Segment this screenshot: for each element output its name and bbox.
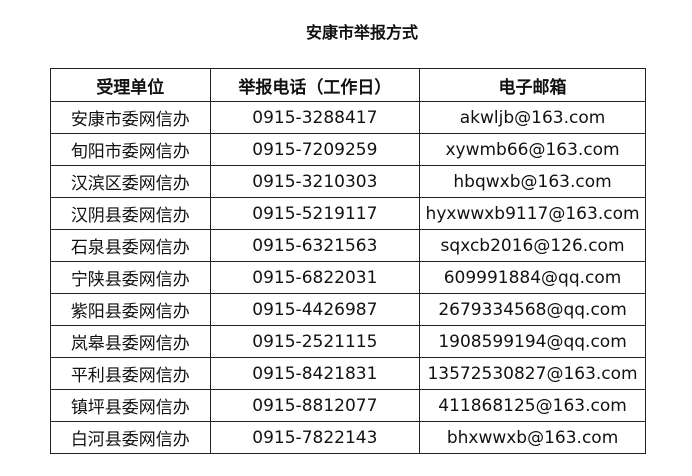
unit-cell: 宁陕县委网信办 <box>50 261 211 294</box>
email-cell: 13572530827@163.com <box>419 357 646 390</box>
table-row: 石泉县委网信办 0915-6321563 sqxcb2016@126.com <box>50 229 646 262</box>
email-cell: xywmb66@163.com <box>419 133 646 166</box>
unit-cell: 旬阳市委网信办 <box>50 133 211 166</box>
unit-cell: 镇坪县委网信办 <box>50 389 211 422</box>
table-row: 白河县委网信办 0915-7822143 bhxwwxb@163.com <box>50 421 646 454</box>
email-cell: bhxwwxb@163.com <box>419 421 646 454</box>
table-header-row: 受理单位 举报电话（工作日） 电子邮箱 <box>50 68 646 102</box>
table-row: 平利县委网信办 0915-8421831 13572530827@163.com <box>50 357 646 390</box>
phone-cell: 0915-5219117 <box>209 197 421 230</box>
table-row: 汉滨区委网信办 0915-3210303 hbqwxb@163.com <box>50 165 646 198</box>
phone-cell: 0915-8812077 <box>209 389 421 422</box>
table-row: 汉阴县委网信办 0915-5219117 hyxwwxb9117@163.com <box>50 197 646 230</box>
phone-cell: 0915-6822031 <box>209 261 421 294</box>
unit-cell: 岚皋县委网信办 <box>50 325 211 358</box>
email-cell: 1908599194@qq.com <box>419 325 646 358</box>
table-row: 岚皋县委网信办 0915-2521115 1908599194@qq.com <box>50 325 646 358</box>
phone-cell: 0915-4426987 <box>209 293 421 326</box>
unit-cell: 紫阳县委网信办 <box>50 293 211 326</box>
table-row: 紫阳县委网信办 0915-4426987 2679334568@qq.com <box>50 293 646 326</box>
document-title: 安康市举报方式 <box>305 23 418 42</box>
phone-cell: 0915-3210303 <box>209 165 421 198</box>
unit-cell: 石泉县委网信办 <box>50 229 211 262</box>
phone-cell: 0915-7209259 <box>209 133 421 166</box>
table-row: 宁陕县委网信办 0915-6822031 609991884@qq.com <box>50 261 646 294</box>
phone-cell: 0915-2521115 <box>209 325 421 358</box>
unit-cell: 汉滨区委网信办 <box>50 165 211 198</box>
email-cell: 411868125@163.com <box>419 389 646 422</box>
contact-table: 受理单位 举报电话（工作日） 电子邮箱 安康市委网信办 0915-3288417 a… <box>50 68 646 454</box>
email-cell: 2679334568@qq.com <box>419 293 646 326</box>
email-cell: hyxwwxb9117@163.com <box>419 197 646 230</box>
unit-cell: 白河县委网信办 <box>50 421 211 454</box>
email-cell: akwljb@163.com <box>419 101 646 134</box>
unit-cell: 安康市委网信办 <box>50 101 211 134</box>
email-cell: hbqwxb@163.com <box>419 165 646 198</box>
unit-cell: 平利县委网信办 <box>50 357 211 390</box>
header-unit: 受理单位 <box>50 68 211 102</box>
table-row: 镇坪县委网信办 0915-8812077 411868125@163.com <box>50 389 646 422</box>
email-cell: sqxcb2016@126.com <box>419 229 646 262</box>
table-row: 旬阳市委网信办 0915-7209259 xywmb66@163.com <box>50 133 646 166</box>
header-email: 电子邮箱 <box>419 68 646 102</box>
header-phone: 举报电话（工作日） <box>209 68 421 102</box>
unit-cell: 汉阴县委网信办 <box>50 197 211 230</box>
email-cell: 609991884@qq.com <box>419 261 646 294</box>
phone-cell: 0915-7822143 <box>209 421 421 454</box>
phone-cell: 0915-6321563 <box>209 229 421 262</box>
phone-cell: 0915-3288417 <box>209 101 421 134</box>
table-row: 安康市委网信办 0915-3288417 akwljb@163.com <box>50 101 646 134</box>
phone-cell: 0915-8421831 <box>209 357 421 390</box>
